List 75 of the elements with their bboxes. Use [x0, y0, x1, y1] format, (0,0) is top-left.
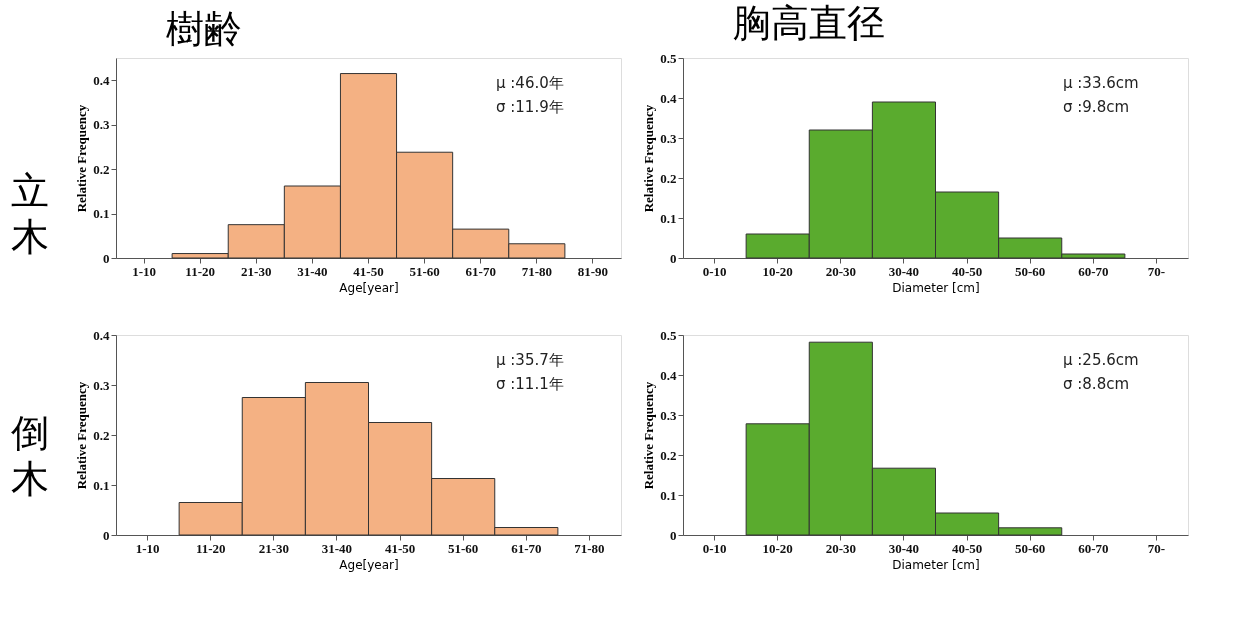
annotation: σ :11.1年 [496, 375, 564, 393]
x-tick-label: 31-40 [297, 263, 328, 279]
x-tick-label: 41-50 [384, 540, 416, 556]
y-tick-label: 0 [103, 527, 110, 543]
y-tick-label: 0.4 [660, 90, 677, 106]
y-tick-label: 0.4 [93, 327, 110, 343]
chart-title: 胸高直径 [732, 1, 885, 45]
y-tick-label: 0.4 [93, 72, 110, 88]
y-tick-label: 0.3 [93, 117, 110, 133]
y-tick-label: 0.3 [660, 130, 677, 146]
x-tick-label: 31-40 [321, 540, 353, 556]
x-axis-title: Age[year] [339, 280, 399, 295]
y-tick-label: 0.3 [93, 377, 110, 393]
y-tick-label: 0.5 [660, 50, 677, 66]
x-tick-label: 1-10 [132, 263, 156, 279]
x-tick-label: 0-10 [702, 263, 727, 279]
y-tick-label: 0.3 [660, 407, 677, 423]
x-tick-label: 71-80 [574, 540, 605, 556]
x-tick-label: 11-20 [195, 540, 226, 556]
x-axis-title: Diameter [cm] [892, 557, 980, 572]
y-tick-label: 0.1 [660, 487, 677, 503]
x-tick-label: 61-70 [511, 540, 542, 556]
x-tick-label: 61-70 [465, 263, 496, 279]
x-tick-label: 70- [1147, 263, 1166, 279]
y-tick-label: 0.2 [93, 427, 110, 443]
x-tick-label: 51-60 [409, 263, 440, 279]
x-tick-label: 1-10 [135, 540, 160, 556]
x-tick-label: 70- [1147, 540, 1166, 556]
x-tick-label: 50-60 [1015, 263, 1046, 279]
x-tick-label: 20-30 [825, 263, 856, 279]
x-tick-label: 81-90 [577, 263, 609, 279]
x-tick-label: 21-30 [241, 263, 272, 279]
x-tick-label: 41-50 [353, 263, 384, 279]
y-tick-label: 0.2 [660, 170, 677, 186]
y-tick-label: 0.1 [93, 477, 110, 493]
chart-title: 樹齢 [165, 7, 242, 51]
x-tick-label: 60-70 [1078, 263, 1109, 279]
x-tick-label: 30-40 [888, 540, 920, 556]
y-tick-label: 0.2 [660, 447, 677, 463]
annotation: σ :8.8cm [1063, 375, 1130, 393]
annotation: μ :25.6cm [1063, 351, 1139, 369]
text: 立木 [11, 169, 49, 259]
x-tick-label: 21-30 [258, 540, 289, 556]
x-tick-label: 11-20 [185, 263, 215, 279]
y-axis-title: Relative Frequency [74, 104, 90, 213]
text: 倒木 [11, 411, 49, 501]
y-tick-label: 0.2 [93, 161, 110, 177]
x-tick-label: 40-50 [951, 540, 983, 556]
x-tick-label: 40-50 [951, 263, 983, 279]
y-tick-label: 0 [670, 527, 677, 543]
y-tick-label: 0.1 [93, 206, 110, 222]
annotation: μ :46.0年 [496, 74, 564, 92]
y-tick-label: 0.5 [660, 327, 677, 343]
x-tick-label: 50-60 [1015, 540, 1046, 556]
x-axis-title: Diameter [cm] [892, 280, 980, 295]
x-tick-label: 30-40 [888, 263, 920, 279]
y-tick-label: 0 [103, 250, 110, 266]
annotation: σ :9.8cm [1063, 98, 1130, 116]
x-tick-label: 51-60 [448, 540, 479, 556]
x-tick-label: 71-80 [521, 263, 553, 279]
x-tick-label: 0-10 [702, 540, 727, 556]
y-tick-label: 0.1 [660, 210, 677, 226]
annotation: μ :33.6cm [1063, 74, 1139, 92]
annotation: μ :35.7年 [496, 351, 564, 369]
x-axis-title: Age[year] [339, 557, 399, 572]
y-tick-label: 0.4 [660, 367, 677, 383]
x-tick-label: 20-30 [825, 540, 856, 556]
x-tick-label: 60-70 [1078, 540, 1109, 556]
x-tick-label: 10-20 [762, 263, 793, 279]
y-axis-title: Relative Frequency [641, 381, 657, 490]
y-tick-label: 0 [670, 250, 677, 266]
y-axis-title: Relative Frequency [641, 104, 657, 213]
y-axis-title: Relative Frequency [74, 381, 90, 490]
x-tick-label: 10-20 [762, 540, 793, 556]
annotation: σ :11.9年 [496, 98, 564, 116]
